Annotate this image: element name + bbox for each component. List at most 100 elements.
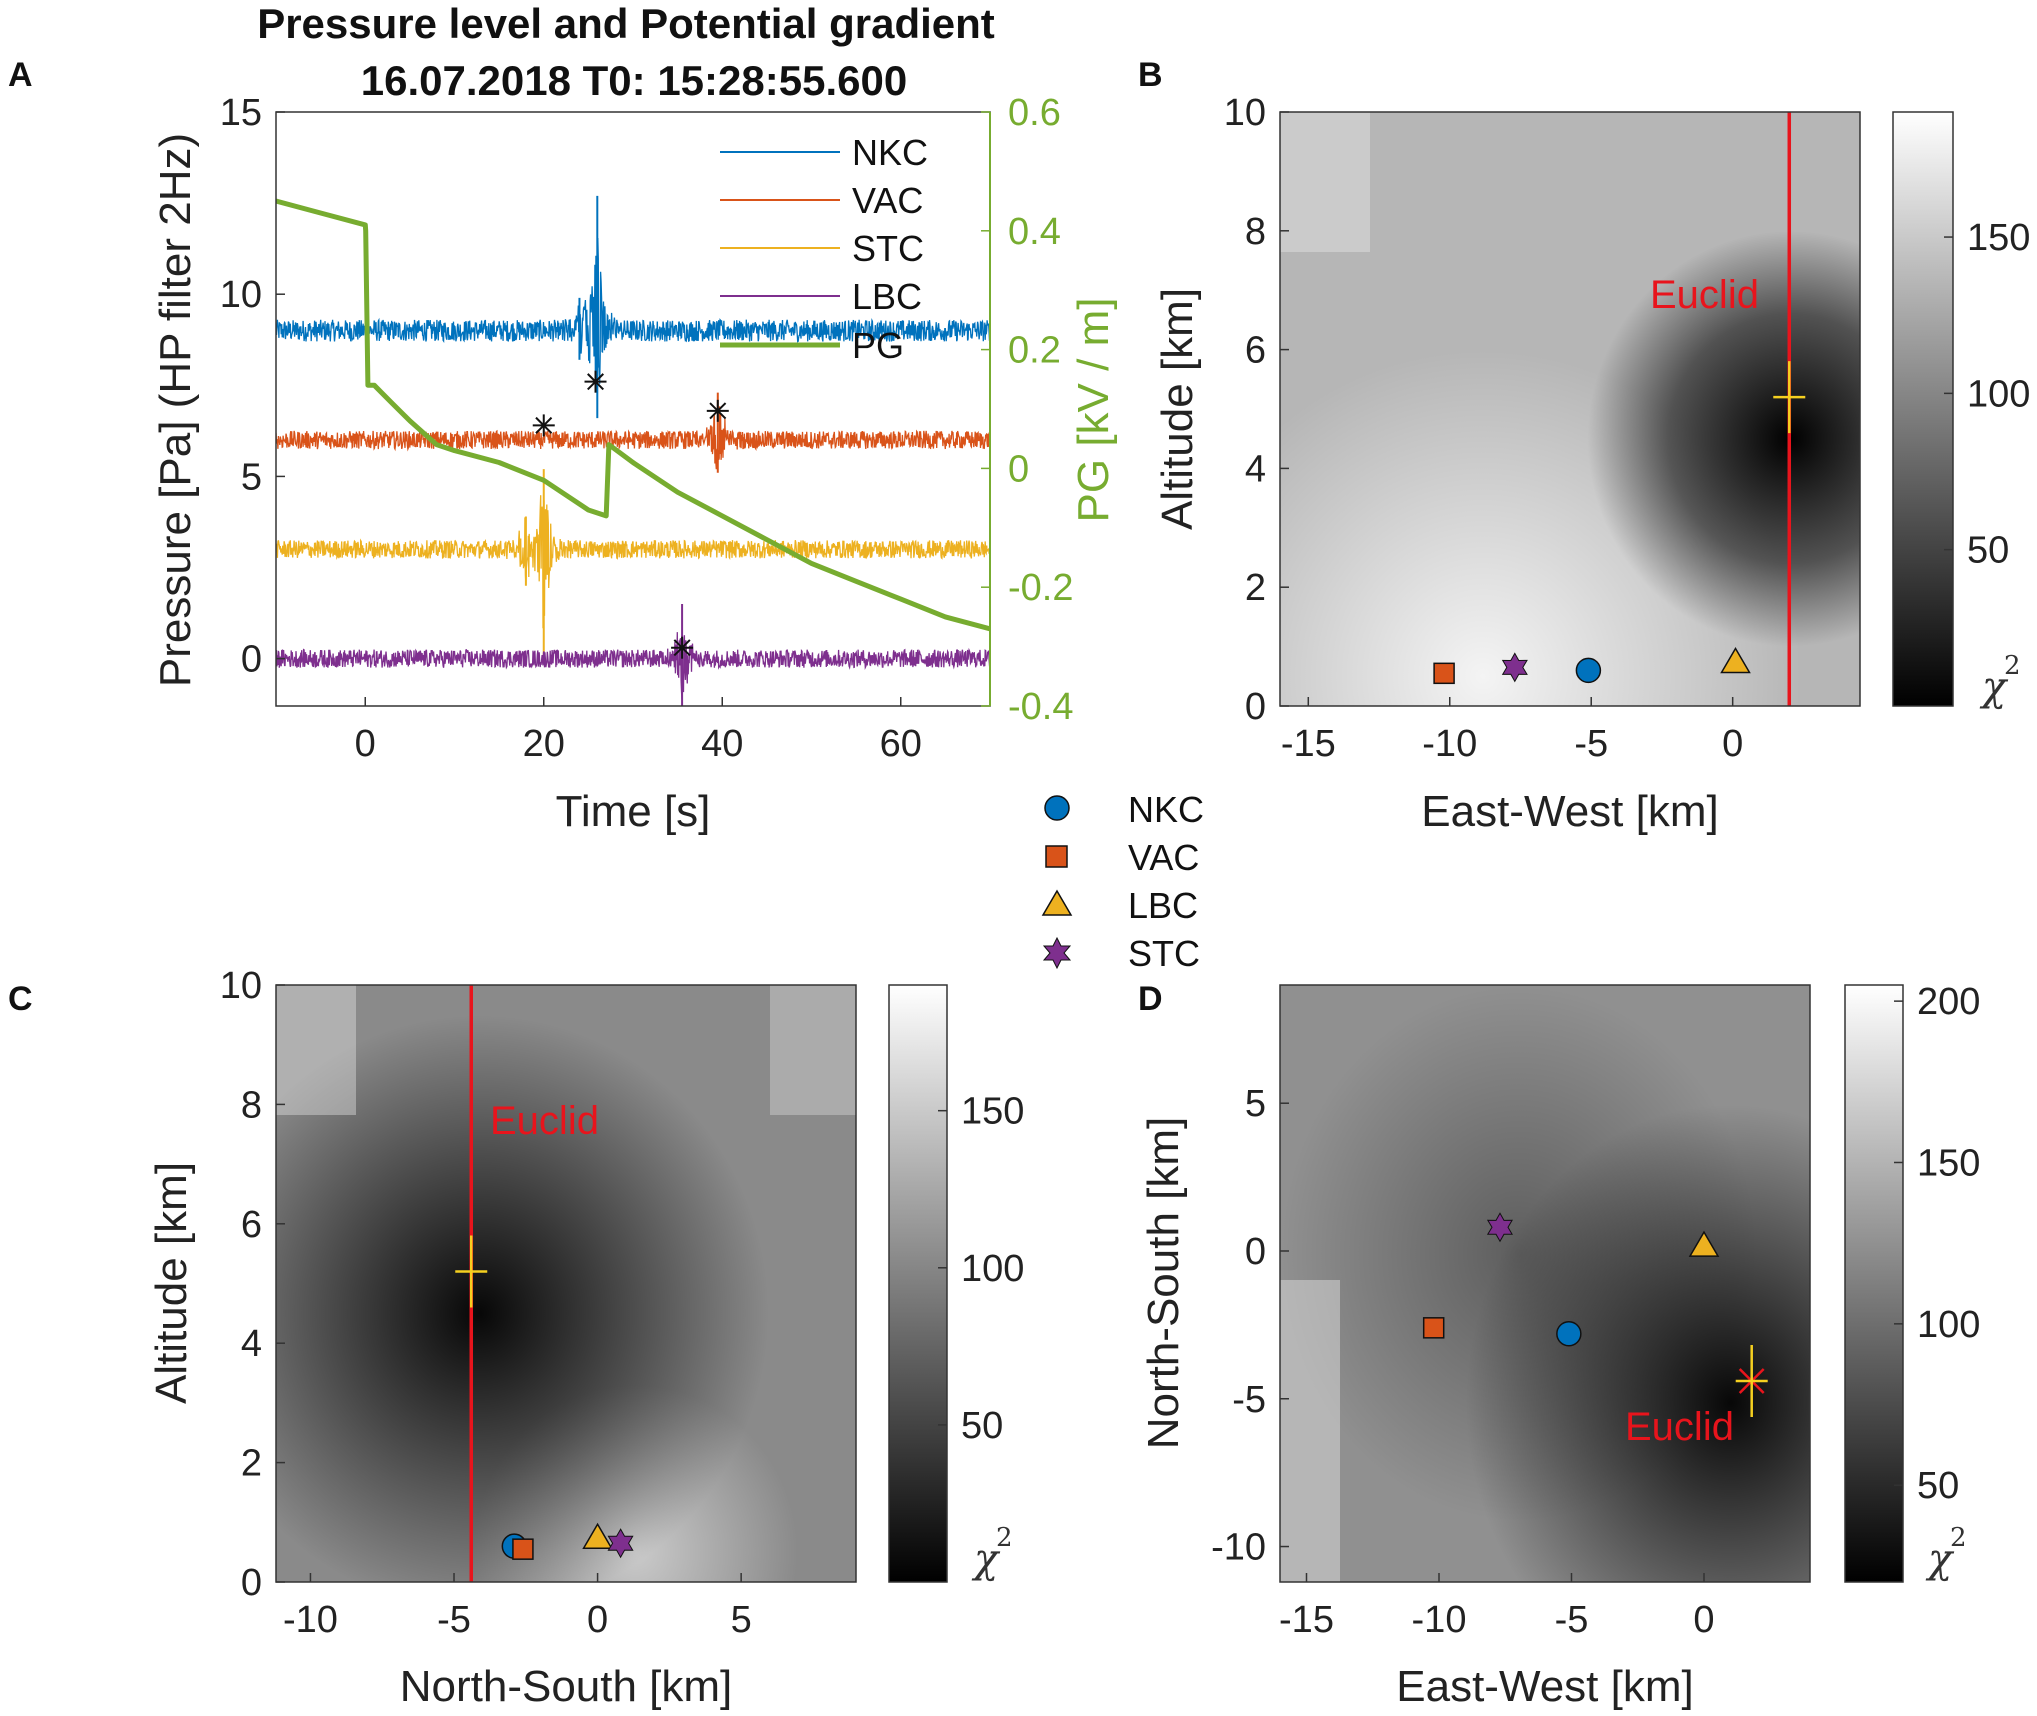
station-marker-stc — [1501, 652, 1528, 683]
figure-title-line1: Pressure level and Potential gradient — [257, 0, 995, 47]
panel-a-rtick-label-0: -0.4 — [1008, 686, 1073, 728]
pick-marker-lbc — [671, 636, 694, 659]
panel-d-colorbar — [1844, 984, 1904, 1583]
panel-a-xlabel: Time [s] — [556, 787, 711, 836]
panel-d-ytick-label-0: -10 — [1211, 1527, 1266, 1569]
panel-d-cb-tick-label-3: 200 — [1917, 981, 1980, 1023]
panel-d-heatmap: -15 -10 -5 0 -10 -5 0 5 50 100 150 200 East-West [… — [1139, 981, 1980, 1711]
panel-d-heatmap-edge — [1280, 1280, 1340, 1582]
pick-marker-nkc — [584, 370, 607, 393]
station-marker-stc — [1486, 1212, 1513, 1243]
panel-d-colorbar-label: χ — [1925, 1536, 1955, 1582]
series-line-lbc — [276, 632, 990, 700]
station-marker-stc — [607, 1528, 634, 1559]
pick-marker-vac-1 — [706, 399, 729, 422]
panel-a-ytick-label-1: 5 — [241, 456, 262, 498]
panel-b-ytick-label-4: 8 — [1245, 211, 1266, 253]
panel-a-ytick-label-3: 15 — [220, 92, 262, 134]
panel-d-xtick-label-1: -10 — [1412, 1599, 1467, 1641]
panel-a-rtick-label-3: 0.2 — [1008, 330, 1061, 372]
legend-label-vac: VAC — [852, 180, 923, 221]
panel-b-heatmap-corner — [1280, 112, 1370, 252]
panel-b-ytick-label-5: 10 — [1224, 92, 1266, 134]
pick-marker-vac-0-stroke-3 — [535, 416, 553, 434]
panel-b-cb-tick-label-2: 150 — [1967, 217, 2030, 259]
panel-d-ytick-label-2: 0 — [1245, 1231, 1266, 1273]
panel-c-heatmap-corner-l — [276, 985, 356, 1115]
panel-b-xtick-label-0: -15 — [1281, 723, 1336, 765]
pick-marker-vac-0 — [532, 414, 555, 437]
panel-b-ytick-label-1: 2 — [1245, 567, 1266, 609]
panel-b-xtick-label-1: -10 — [1422, 723, 1477, 765]
panel-c-xlabel: North-South [km] — [400, 1662, 733, 1711]
panel-b-euclid-label: Euclid — [1650, 273, 1759, 317]
panel-c-ylabel: Altitude [km] — [147, 1162, 196, 1404]
panel-a-ytick-label-2: 10 — [220, 274, 262, 316]
panel-b-ytick-label-0: 0 — [1245, 686, 1266, 728]
panel-a-ylabel: Pressure [Pa] (HP filter 2Hz) — [151, 133, 200, 687]
station-legend: NKC VAC LBC STC — [1041, 789, 1204, 974]
panel-c-cb-tick-label-2: 150 — [961, 1091, 1024, 1133]
panel-b-colorbar-label-sup: 2 — [2004, 651, 2021, 681]
panel-d-xtick-label-2: -5 — [1555, 1599, 1589, 1641]
legend-label-nkc: NKC — [852, 132, 928, 173]
panel-c-frame — [275, 984, 857, 1583]
panel-b-heatmap-dark — [1280, 112, 1860, 706]
legend-label-lbc: LBC — [852, 276, 922, 317]
pick-marker-lbc-stroke-3 — [673, 639, 691, 657]
panel-b-xtick-label-3: 0 — [1722, 723, 1743, 765]
panel-a-xtick-label-1: 20 — [523, 723, 565, 765]
panel-letter-a: A — [8, 56, 33, 94]
panel-c-xtick-label-2: 0 — [587, 1599, 608, 1641]
station-marker-lbc — [582, 1522, 613, 1549]
panel-a-rtick-label-2: 0 — [1008, 448, 1029, 490]
legend-station-vac: VAC — [1128, 837, 1199, 878]
panel-d-ytick-label-1: -5 — [1232, 1379, 1266, 1421]
panel-c-colorbar-label-sup: 2 — [996, 1523, 1013, 1553]
panel-c-colorbar — [888, 984, 948, 1583]
panel-c-colorbar-label: χ — [971, 1536, 1001, 1582]
station-marker-lbc — [1720, 646, 1751, 674]
panel-a-xtick-label-3: 60 — [880, 723, 922, 765]
station-marker-nkc — [1575, 657, 1602, 684]
legend-marker-vac — [1045, 845, 1068, 868]
panel-a-rtick-label-5: 0.6 — [1008, 92, 1061, 134]
panel-c-euclid-label: Euclid — [490, 1099, 599, 1143]
panel-c-heatmap-dark — [276, 985, 856, 1582]
legend-station-lbc: LBC — [1128, 885, 1198, 926]
panel-c-xtick-label-0: -10 — [283, 1599, 338, 1641]
pick-marker-nkc-stroke-3 — [587, 373, 605, 391]
legend-label-pg: PG — [852, 325, 904, 366]
panel-b-frame — [1279, 111, 1861, 707]
series-line-stc — [276, 495, 990, 629]
panel-d-ytick-label-3: 5 — [1245, 1083, 1266, 1125]
panel-d-cb-tick-label-1: 100 — [1917, 1304, 1980, 1346]
panel-d-xtick-label-3: 0 — [1693, 1599, 1714, 1641]
panel-d-colorbar-label-sup: 2 — [1950, 1523, 1967, 1553]
panel-b-colorbar — [1892, 111, 1954, 707]
panel-a-legend: NKC VAC STC LBC PG — [720, 132, 928, 366]
panel-letter-b: B — [1138, 56, 1163, 94]
panel-b-ytick-label-3: 6 — [1245, 330, 1266, 372]
panel-d-heatmap-dark — [1280, 985, 1810, 1582]
panel-a-rtick-label-4: 0.4 — [1008, 211, 1061, 253]
panel-b-cb-tick-label-1: 100 — [1967, 373, 2030, 415]
panel-b-ytick-label-2: 4 — [1245, 448, 1266, 490]
panel-d-cb-tick-label-2: 150 — [1917, 1142, 1980, 1184]
series-line-pg — [276, 198, 990, 632]
panel-c-ytick-label-3: 6 — [241, 1204, 262, 1246]
panel-d-xtick-label-0: -15 — [1279, 1599, 1334, 1641]
station-marker-vac — [1433, 662, 1455, 685]
panel-b-heatmap: -15 -10 -5 0 0 2 4 6 8 10 50 100 150 East-West [km]… — [1153, 92, 2030, 836]
panel-a-rtick-label-1: -0.2 — [1008, 567, 1073, 609]
panel-a-timeseries: 0 20 40 60 0 5 10 15 -0.4 -0.2 0 0.2 0.4 0.6 Time [s]… — [151, 92, 1118, 836]
panel-b-colorbar-label: χ — [1979, 664, 2009, 710]
panel-c-xtick-label-1: -5 — [437, 1599, 471, 1641]
station-marker-lbc — [1688, 1230, 1720, 1257]
figure-title-line2: 16.07.2018 T0: 15:28:55.600 — [361, 57, 907, 104]
legend-marker-lbc — [1041, 889, 1073, 916]
panel-b-xtick-label-2: -5 — [1574, 723, 1608, 765]
panel-b-cb-tick-label-0: 50 — [1967, 530, 2009, 572]
panel-b-xlabel: East-West [km] — [1421, 787, 1718, 836]
